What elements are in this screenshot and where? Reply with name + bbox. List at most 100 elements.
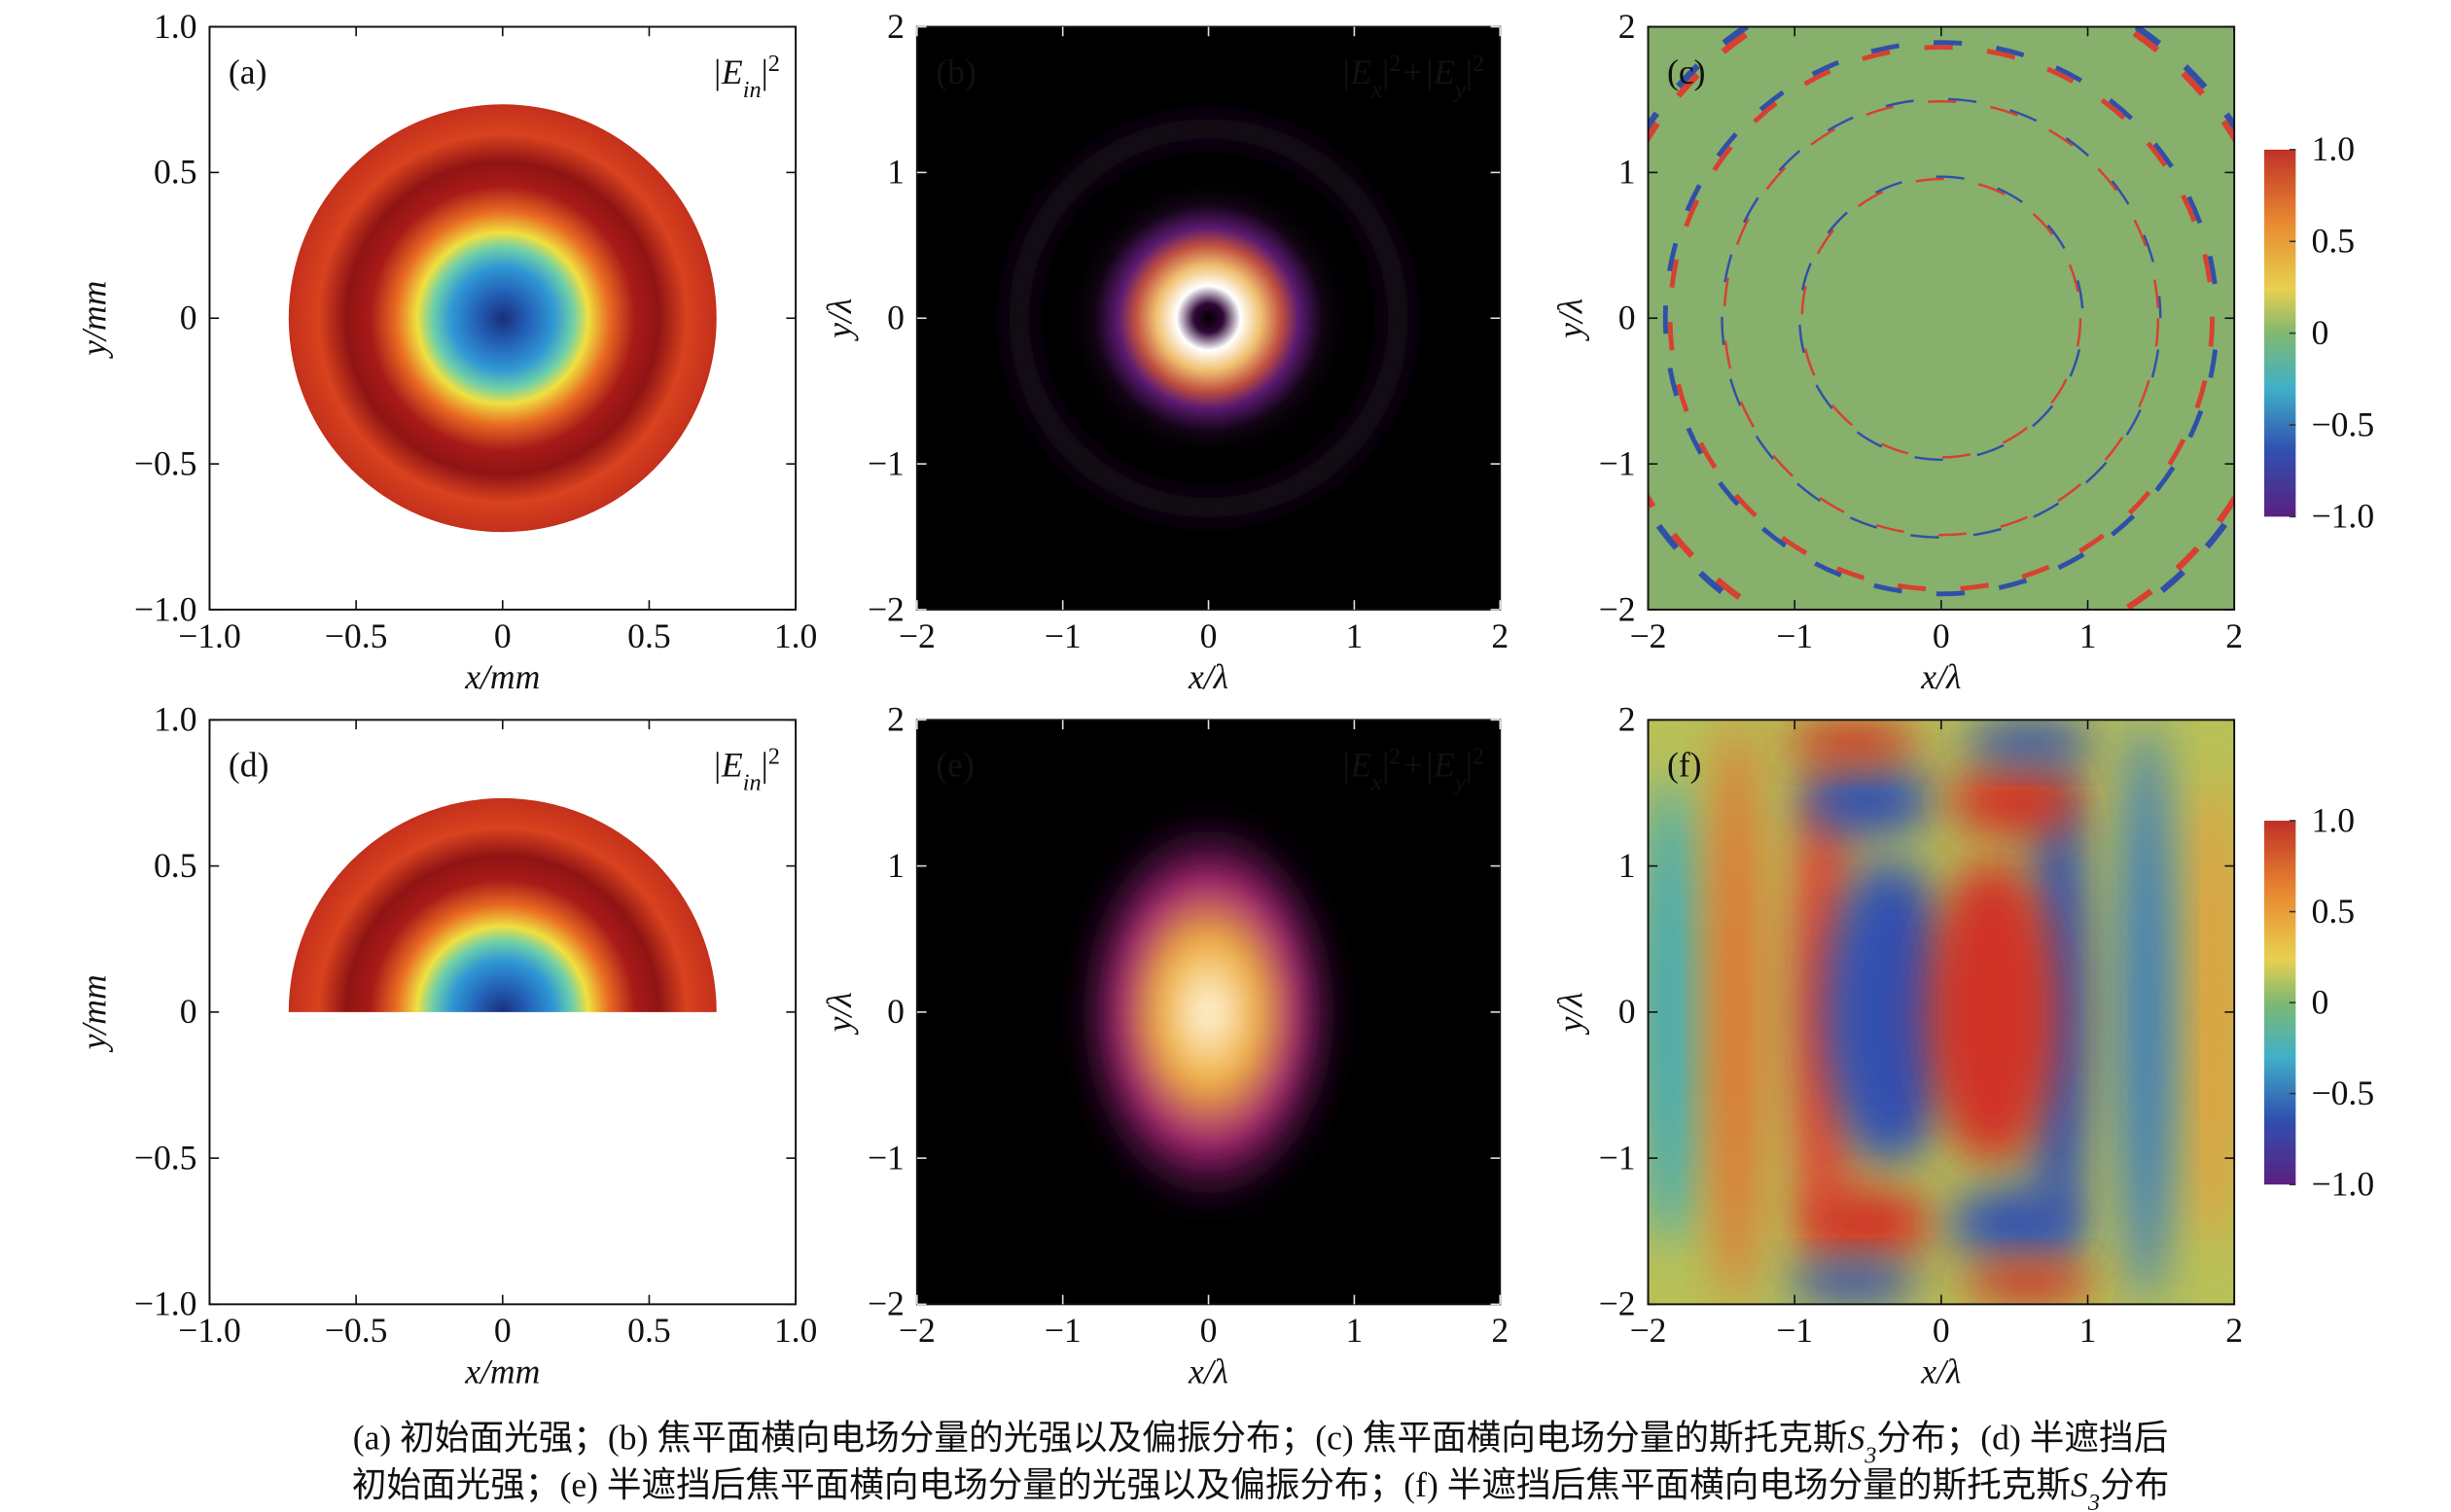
x-tick-label: 2 — [2225, 1311, 2243, 1350]
phase-ring — [1798, 175, 2084, 462]
y-axis-label: y/λ — [820, 992, 859, 1035]
stokes-lobe — [1801, 763, 1935, 837]
x-tick-label: 0 — [1933, 1311, 1950, 1350]
y-tick-label: 0 — [1618, 992, 1636, 1031]
panel: −2 −1 0 1 2 −2 −1 0 1 2 x/λ y/λ (c) 1.0 0.5 0 −0.5 −1.0 — [1550, 7, 2375, 696]
y-axis-label: y/λ — [820, 299, 859, 341]
intensity-disk — [288, 104, 717, 533]
text-run: 2 — [768, 743, 780, 769]
stokes-lobe — [1948, 763, 2080, 837]
x-tick-label: −1.0 — [178, 616, 241, 655]
x-tick-label: 1.0 — [774, 1311, 818, 1350]
y-tick-label: −1 — [868, 1138, 905, 1177]
text-run: 分布 — [2100, 1465, 2169, 1504]
panel: −1.0 −0.5 0 0.5 1.0 −1.0 −0.5 0 0.5 1.0 x/mm y/mm (d… — [75, 700, 818, 1391]
x-tick-label: −1 — [1776, 616, 1813, 655]
y-axis-label: y/mm — [75, 281, 114, 359]
panel-annotation: |Ex|2+|Ey|2 — [1341, 50, 1484, 102]
text-run: 2 — [1473, 743, 1484, 769]
y-tick-label: −0.5 — [134, 1138, 197, 1177]
y-tick-label: −1 — [1599, 1138, 1636, 1177]
intensity-spot — [1070, 808, 1347, 1216]
colorbar-tick-label: 0.5 — [2312, 222, 2356, 261]
y-axis-label: y/λ — [1550, 299, 1589, 341]
intensity-ring — [1062, 172, 1355, 465]
stokes-lobe — [1648, 777, 1700, 1247]
x-tick-label: 0 — [494, 616, 512, 655]
x-tick-label: 1 — [1345, 1311, 1363, 1350]
text-run: y — [1452, 769, 1466, 795]
text-run: | — [1382, 746, 1389, 785]
text-run: | — [1466, 53, 1473, 91]
x-tick-label: 0 — [1200, 616, 1218, 655]
panel: −2 −1 0 1 2 −2 −1 0 1 2 x/λ y/λ (f) 1.0 0.5 0 −0.5 −1.0 — [1550, 700, 2374, 1391]
y-tick-label: 1 — [887, 846, 905, 885]
text-run: |E — [1341, 53, 1372, 91]
text-run: | — [1382, 53, 1389, 91]
text-run: (a) 初始面光强；(b) 焦平面横向电场分量的光强以及偏振分布；(c) 焦平面… — [353, 1418, 1848, 1457]
y-tick-label: 0 — [180, 299, 197, 337]
y-tick-label: −2 — [1599, 1284, 1636, 1323]
y-tick-label: 1 — [887, 153, 905, 192]
x-tick-label: −2 — [899, 1311, 936, 1350]
text-run: in — [743, 76, 762, 102]
panel-annotation: |Ein|2 — [712, 50, 780, 102]
panel-annotation: |Ex|2+|Ey|2 — [1341, 743, 1484, 795]
x-tick-label: −1.0 — [178, 1311, 241, 1350]
colorbar-tick-label: 1.0 — [2312, 800, 2356, 839]
y-tick-label: −1.0 — [134, 589, 197, 628]
caption-line: 初始面光强；(e) 半遮挡后焦平面横向电场分量的光强以及偏振分布；(f) 半遮挡… — [352, 1465, 2170, 1512]
text-run: | — [762, 53, 768, 91]
colorbar-tick-label: −1.0 — [2312, 497, 2375, 536]
panel-label: (c) — [1667, 53, 1706, 91]
colorbar-tick-label: 0 — [2312, 313, 2329, 352]
y-tick-label: 0 — [887, 299, 905, 337]
panel-label: (a) — [229, 53, 267, 91]
x-tick-label: 1 — [2079, 616, 2097, 655]
stokes-lobe — [1963, 1260, 2096, 1305]
heatmap-image — [916, 720, 1501, 1305]
text-run: 2 — [1389, 743, 1401, 769]
x-tick-label: −0.5 — [325, 616, 388, 655]
heatmap-image — [916, 26, 1501, 610]
x-tick-label: 0 — [1933, 616, 1950, 655]
panel: −1.0 −0.5 0 0.5 1.0 −1.0 −0.5 0 0.5 1.0 x/mm y/mm (a… — [75, 7, 818, 696]
y-tick-label: −2 — [868, 589, 905, 628]
y-tick-label: 0 — [1618, 299, 1636, 337]
heatmap-image — [1648, 720, 2235, 1305]
stokes-lobe — [2119, 720, 2173, 1305]
panel-label: (e) — [936, 746, 975, 785]
text-run: x — [1370, 769, 1382, 795]
stokes-lobe — [1787, 720, 1920, 764]
y-tick-label: −1 — [868, 443, 905, 482]
colorbar-tick-label: −0.5 — [2312, 1073, 2375, 1112]
stokes-lobe — [1926, 858, 2059, 1167]
stokes-lobe — [1948, 1187, 2080, 1261]
stokes-lobe — [1787, 1260, 1920, 1305]
faint-ring — [1008, 118, 1409, 519]
x-axis-label: x/λ — [1188, 1352, 1228, 1390]
x-tick-label: 2 — [1491, 1311, 1509, 1350]
text-run: |E — [712, 746, 743, 785]
y-tick-label: 0.5 — [154, 153, 197, 192]
y-tick-label: 0.5 — [154, 846, 197, 885]
text-run: 2 — [768, 50, 780, 76]
phase-ring — [1662, 40, 2220, 597]
x-tick-label: −2 — [1630, 1311, 1667, 1350]
heatmap-image — [288, 797, 717, 1012]
y-tick-label: 1 — [1618, 846, 1636, 885]
text-run: S — [2071, 1465, 2088, 1504]
phase-ring — [1721, 97, 2162, 539]
x-tick-label: −1 — [1045, 616, 1082, 655]
y-tick-label: −1.0 — [134, 1284, 197, 1323]
y-axis-label: y/λ — [1550, 992, 1589, 1035]
colorbar-tick-label: −0.5 — [2312, 404, 2375, 443]
x-tick-label: −1 — [1045, 1311, 1082, 1350]
y-tick-label: 2 — [887, 700, 905, 739]
phase-ring — [1667, 45, 2215, 592]
y-tick-label: 1.0 — [154, 7, 197, 46]
y-tick-label: −1 — [1599, 443, 1636, 482]
stokes-lobe — [1824, 858, 1956, 1167]
colorbar-tick-label: 1.0 — [2312, 129, 2356, 168]
x-axis-label: x/mm — [464, 1352, 540, 1390]
